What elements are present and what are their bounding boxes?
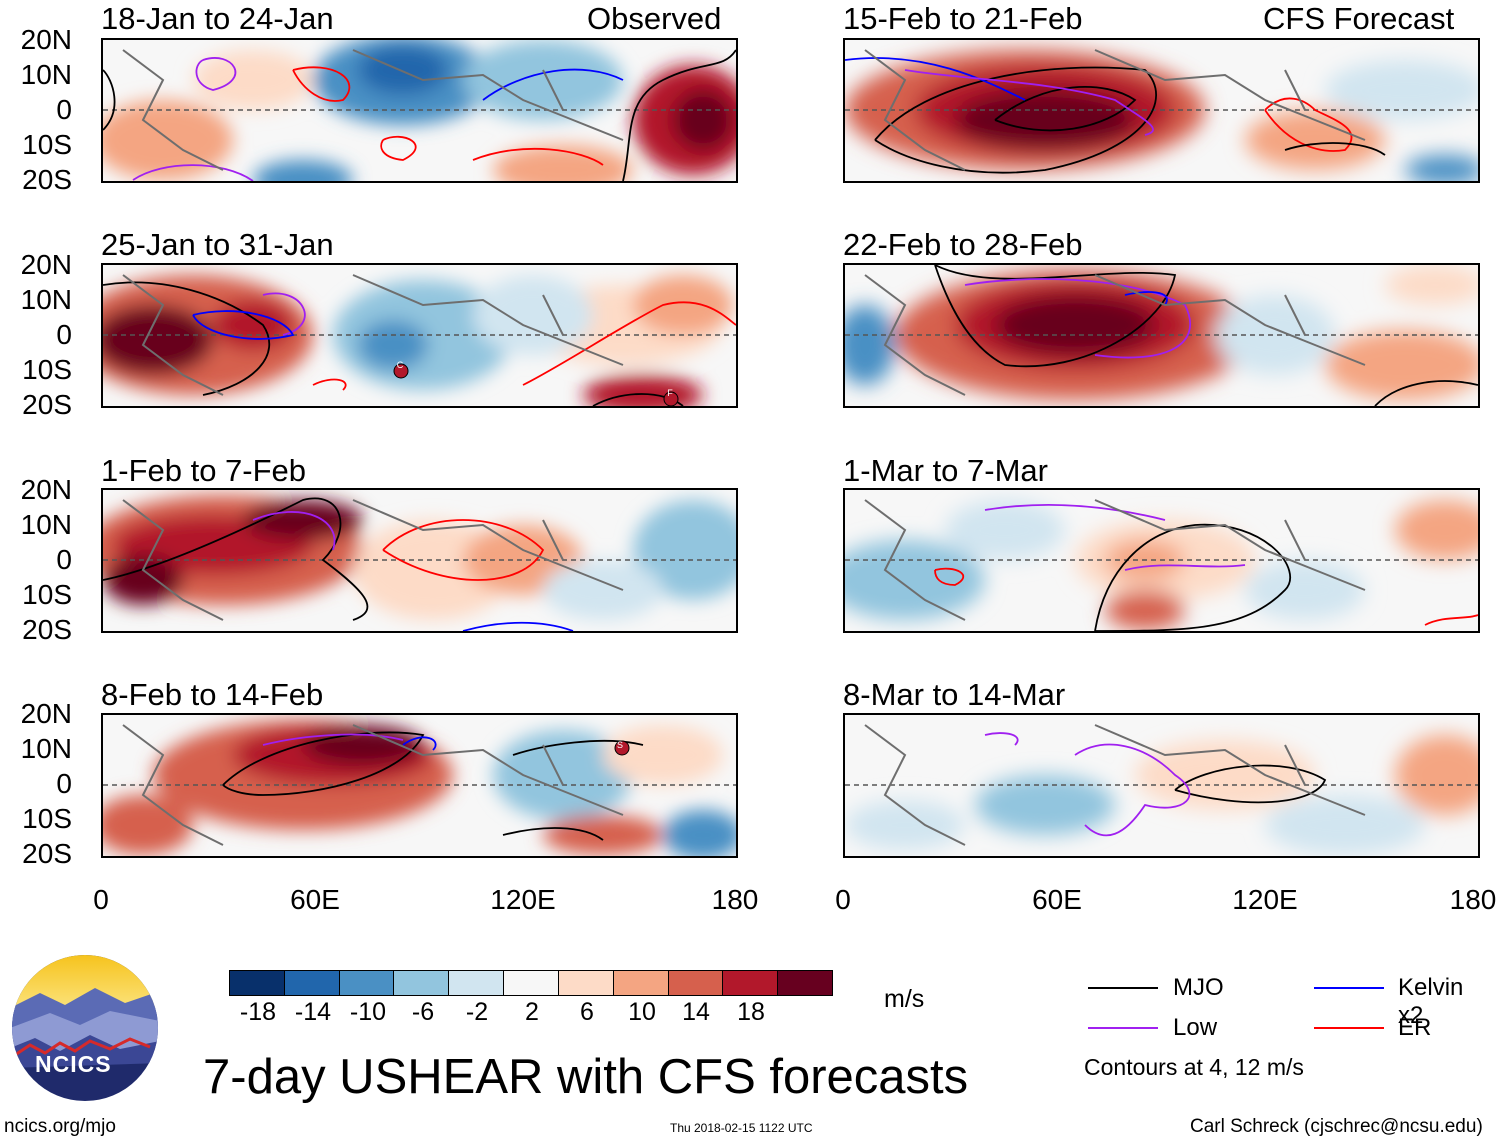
colorbar-tick: 10	[628, 998, 656, 1026]
colorbar-swatch	[283, 971, 339, 995]
colorbar-swatch	[722, 971, 778, 995]
lat-label: 0	[56, 544, 72, 575]
figure-title: 7-day USHEAR with CFS forecasts	[203, 1050, 969, 1104]
lat-label: 10S	[22, 354, 72, 385]
lat-label: 10S	[22, 803, 72, 834]
colorbar-swatch	[667, 971, 723, 995]
lon-label: 0	[835, 884, 851, 915]
lat-label: 20N	[20, 698, 72, 729]
logo-text: NCICS	[35, 1051, 112, 1077]
colorbar-swatch	[557, 971, 613, 995]
map-panel-fc-3	[843, 488, 1480, 633]
lon-label: 60E	[290, 884, 340, 915]
lat-label: 20N	[20, 24, 72, 55]
map-panel-fc-2	[843, 263, 1480, 408]
panel-title-fc-1: 15-Feb to 21-Feb	[843, 1, 1083, 36]
lat-label: 10N	[20, 284, 72, 315]
lat-label: 0	[56, 319, 72, 350]
lat-label: 10N	[20, 509, 72, 540]
colorbar-swatch	[777, 971, 832, 995]
lon-label: 60E	[1032, 884, 1082, 915]
map-panel-obs-4	[101, 713, 738, 858]
legend-label-mjo: MJO	[1173, 974, 1224, 1001]
colorbar-tick: -14	[294, 998, 332, 1026]
legend-label-kelvin: Kelvin x2	[1398, 974, 1464, 1029]
storm-marker-s: S	[616, 740, 623, 750]
lat-label: 20S	[22, 389, 72, 420]
colorbar-swatch	[503, 971, 558, 995]
colorbar-tick: 6	[580, 998, 594, 1026]
author-credit: Carl Schreck (cjschrec@ncsu.edu)	[1190, 1116, 1483, 1137]
forecast-label: CFS Forecast	[1263, 1, 1455, 36]
panel-title-fc-2: 22-Feb to 28-Feb	[843, 227, 1083, 262]
timestamp: Thu 2018-02-15 1122 UTC	[670, 1121, 813, 1135]
colorbar-swatch	[448, 971, 504, 995]
observed-label: Observed	[587, 1, 722, 36]
colorbar-swatch	[393, 971, 449, 995]
legend-label-low: Low	[1173, 1014, 1218, 1041]
legend-label-er: ER	[1398, 1014, 1432, 1041]
lat-label: 10S	[22, 129, 72, 160]
lat-label: 20N	[20, 249, 72, 280]
lat-label: 10N	[20, 733, 72, 764]
legend-line-mjo	[1088, 987, 1158, 989]
panel-title-obs-3: 1-Feb to 7-Feb	[101, 453, 307, 488]
colorbar-tick: 2	[525, 998, 539, 1026]
colorbar-tick: 18	[737, 998, 765, 1026]
lat-label: 10N	[20, 59, 72, 90]
map-panel-fc-4	[843, 713, 1480, 858]
panel-title-fc-3: 1-Mar to 7-Mar	[843, 453, 1048, 488]
lat-label: 0	[56, 94, 72, 125]
lon-label: 180	[711, 884, 759, 915]
panel-title-obs-2: 25-Jan to 31-Jan	[101, 227, 334, 262]
source-url[interactable]: ncics.org/mjo	[4, 1116, 116, 1137]
lat-label: 0	[56, 768, 72, 799]
map-panel-fc-1	[843, 38, 1480, 183]
colorbar-units: m/s	[884, 985, 925, 1013]
ncics-logo	[10, 953, 160, 1103]
lat-label: 20S	[22, 838, 72, 869]
colorbar-swatch	[612, 971, 668, 995]
colorbar-tick: -10	[349, 998, 387, 1026]
legend-note: Contours at 4, 12 m/s	[1084, 1054, 1304, 1080]
map-panel-obs-1	[101, 38, 738, 183]
lon-label: 120E	[490, 884, 556, 915]
lat-label: 20N	[20, 474, 72, 505]
colorbar-swatch	[338, 971, 394, 995]
legend-line-kelvin	[1314, 987, 1384, 989]
lat-label: 10S	[22, 579, 72, 610]
storm-marker-c: C	[396, 360, 404, 370]
map-panel-obs-2	[101, 263, 738, 408]
legend-line-low	[1088, 1027, 1158, 1029]
lon-label: 0	[93, 884, 109, 915]
lat-label: 20S	[22, 164, 72, 195]
colorbar-swatch	[230, 971, 284, 995]
colorbar-tick: -6	[411, 998, 435, 1026]
colorbar-tick: -18	[239, 998, 277, 1026]
panel-title-fc-4: 8-Mar to 14-Mar	[843, 677, 1066, 712]
colorbar	[229, 970, 833, 996]
map-panel-obs-3	[101, 488, 738, 633]
lon-label: 120E	[1232, 884, 1298, 915]
lat-label: 20S	[22, 614, 72, 645]
colorbar-tick: 14	[682, 998, 710, 1026]
storm-marker-f: F	[667, 388, 673, 398]
lon-label: 180	[1449, 884, 1497, 915]
panel-title-obs-4: 8-Feb to 14-Feb	[101, 677, 324, 712]
panel-title-obs-1: 18-Jan to 24-Jan	[101, 1, 334, 36]
legend-line-er	[1314, 1027, 1384, 1029]
colorbar-tick: -2	[465, 998, 489, 1026]
